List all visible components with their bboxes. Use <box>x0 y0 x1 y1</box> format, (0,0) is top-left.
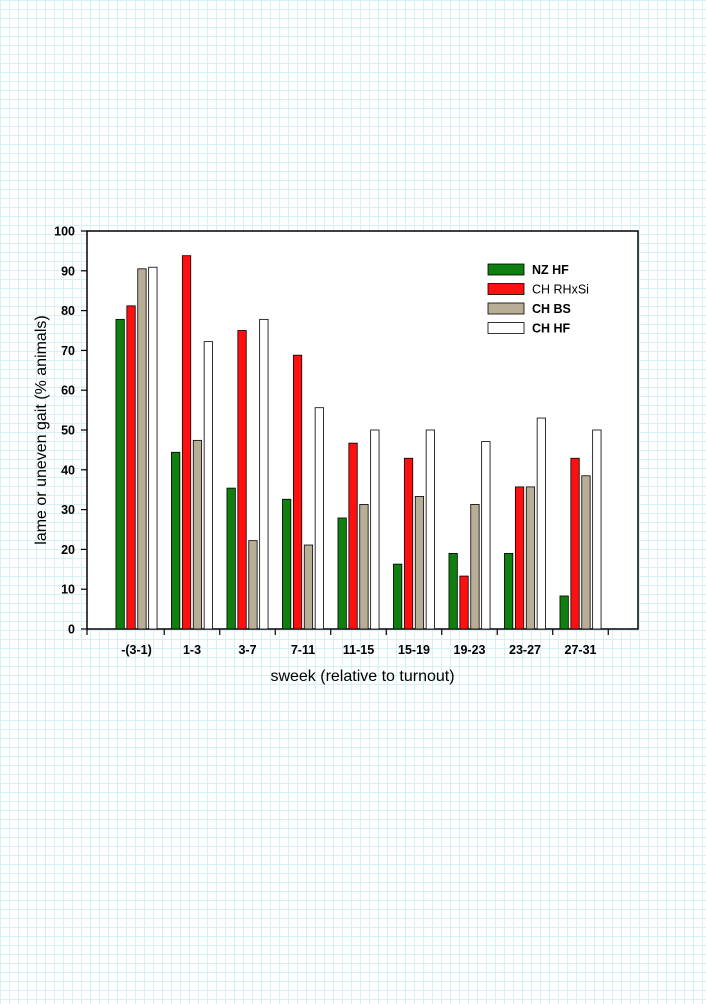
bar <box>292 354 303 630</box>
x-axis: -(3-1) 1-3 3-7 7-11 11-15 15-19 19-23 23-27 27-3… <box>86 629 609 657</box>
x-tick-label: 23-27 <box>509 643 541 657</box>
bar <box>525 486 536 630</box>
bar <box>203 341 213 630</box>
x-tick-label: 19-23 <box>454 643 486 657</box>
x-tick-label: 27-31 <box>565 643 597 657</box>
bar <box>536 417 546 630</box>
legend-swatch <box>487 302 525 315</box>
bar <box>592 429 602 630</box>
bar <box>570 457 580 630</box>
bar <box>181 255 192 630</box>
bar <box>414 496 425 630</box>
legend-swatch <box>487 283 525 295</box>
legend-label: CH RHxSi <box>532 283 589 297</box>
bar <box>481 441 491 630</box>
bar <box>425 429 435 630</box>
bar <box>303 544 314 630</box>
bar <box>448 552 458 630</box>
legend-label: CH BS <box>532 302 571 316</box>
bar <box>337 517 347 630</box>
y-tick-label: 60 <box>61 384 75 398</box>
x-axis-title: sweek (relative to turnout) <box>270 668 454 685</box>
x-tick-label: 1-3 <box>183 643 201 657</box>
y-tick-label: 30 <box>61 503 75 517</box>
y-tick-label: 40 <box>61 463 75 477</box>
y-tick-label: 90 <box>61 264 75 278</box>
bar <box>459 575 469 630</box>
y-tick-label: 20 <box>61 543 75 557</box>
bar <box>192 439 203 630</box>
bar <box>282 498 292 630</box>
legend-swatch <box>487 322 525 334</box>
bar <box>248 540 258 630</box>
x-tick-label: 7-11 <box>291 643 315 657</box>
bar <box>403 457 414 630</box>
bar <box>259 318 269 630</box>
bar <box>126 305 136 630</box>
bar <box>504 552 514 630</box>
bar <box>115 318 125 630</box>
bar <box>470 504 480 630</box>
y-tick-label: 50 <box>61 424 75 438</box>
bar <box>348 442 358 630</box>
bar <box>581 475 591 630</box>
bar <box>237 330 247 630</box>
y-tick-label: 70 <box>61 344 75 358</box>
y-axis-title: lame or uneven gait (% animals) <box>33 315 50 544</box>
x-tick-label: -(3-1) <box>121 643 152 657</box>
legend-label: NZ HF <box>532 263 569 277</box>
bar <box>359 504 369 630</box>
bar <box>370 429 380 630</box>
legend-label: CH HF <box>532 322 571 336</box>
x-tick-label: 11-15 <box>343 643 374 657</box>
y-axis: 0 10 20 30 40 50 60 70 80 90 100 <box>54 225 87 637</box>
y-tick-label: 10 <box>61 583 75 597</box>
bar <box>393 563 403 630</box>
bar <box>171 451 181 630</box>
y-tick-label: 80 <box>61 304 75 318</box>
legend: NZ HF CH RHxSi CH BS CH HF <box>487 263 589 336</box>
bar <box>226 487 236 630</box>
bar-marks <box>115 255 602 630</box>
bar <box>559 595 569 630</box>
y-tick-label: 0 <box>68 623 75 637</box>
bar <box>137 268 147 630</box>
bar <box>148 266 158 630</box>
bar <box>514 486 525 630</box>
bar <box>314 407 324 630</box>
x-tick-label: 15-19 <box>398 643 430 657</box>
x-tick-label: 3-7 <box>238 643 256 657</box>
y-tick-label: 100 <box>54 225 75 239</box>
legend-swatch <box>487 263 525 276</box>
